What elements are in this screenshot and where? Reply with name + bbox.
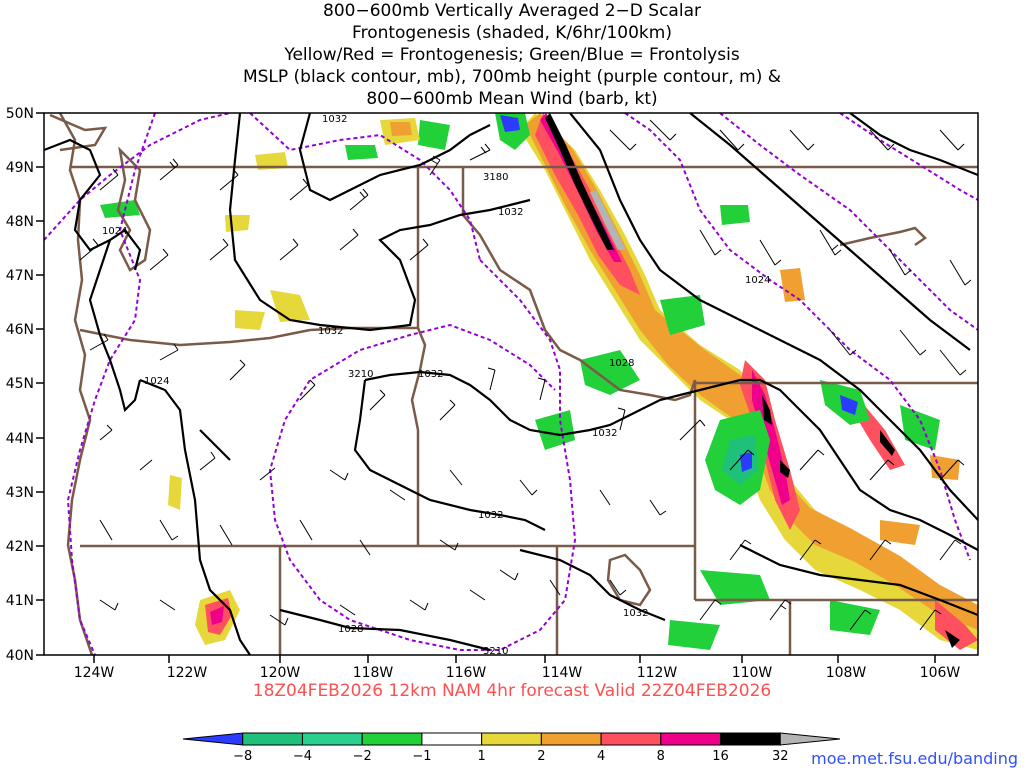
contour-label: 1032 <box>623 608 648 619</box>
contour-label: 1028 <box>338 624 363 635</box>
lat-label: 47N <box>6 268 34 284</box>
colorbar-label: 4 <box>597 749 605 764</box>
colorbar-swatch <box>779 732 841 746</box>
colorbar-swatch <box>720 732 781 746</box>
contour-label: 1028 <box>609 358 634 369</box>
lon-label: 110W <box>732 665 773 681</box>
contour-label: 3180 <box>483 172 508 183</box>
contour-label: 3210 <box>348 369 373 380</box>
lon-label: 112W <box>637 665 678 681</box>
source-url: moe.met.fsu.edu/banding <box>811 749 1018 768</box>
contour-label: 1032 <box>592 428 617 439</box>
title-block: 800−600mb Vertically Averaged 2−D Scalar… <box>243 1 781 109</box>
colorbar-swatch <box>421 732 483 746</box>
colorbar-label: 16 <box>712 749 729 764</box>
colorbar-label: −8 <box>233 749 252 764</box>
frontogenesis-shading <box>100 113 978 650</box>
axis-ticks <box>36 112 936 663</box>
lat-label: 46N <box>6 322 34 338</box>
contour-label: 1024 <box>144 376 169 387</box>
border-or-id <box>410 327 427 546</box>
colorbar-label: −4 <box>293 749 312 764</box>
contour-label: 1032 <box>478 510 503 521</box>
colorbar-label: 1 <box>477 749 485 764</box>
valid-time-label: 18Z04FEB2026 12km NAM 4hr forecast Valid… <box>253 681 771 701</box>
colorbar-swatch <box>182 732 244 746</box>
lat-label: 43N <box>6 485 34 501</box>
lon-label: 114W <box>542 665 583 681</box>
mslp-contours <box>44 113 978 655</box>
title-line-5: 800−600mb Mean Wind (barb, kt) <box>366 89 657 109</box>
lat-label: 44N <box>6 431 34 447</box>
map-panel: 1032 3180 1032 1024 1024 1032 3210 1032 … <box>6 106 979 681</box>
contour-label: 1032 <box>318 326 343 337</box>
colorbar: −8 −4 −2 −1 1 2 4 8 16 32 <box>182 732 841 764</box>
great-salt-lake <box>606 553 652 607</box>
contour-label: 1032 <box>322 114 347 125</box>
title-line-3: Yellow/Red = Frontogenesis; Green/Blue =… <box>283 45 740 65</box>
title-line-1: 800−600mb Vertically Averaged 2−D Scalar <box>323 1 701 21</box>
lat-label: 50N <box>6 106 34 122</box>
latitude-labels: 50N 49N 48N 47N 46N 45N 44N 43N 42N 41N … <box>6 106 34 664</box>
puget-sound <box>116 146 152 272</box>
colorbar-swatch <box>600 732 662 746</box>
lat-label: 45N <box>6 376 34 392</box>
lat-label: 40N <box>6 648 34 664</box>
lon-label: 118W <box>353 665 394 681</box>
colorbar-swatch <box>540 732 602 746</box>
lon-label: 116W <box>446 665 487 681</box>
height-contours <box>44 113 978 655</box>
lat-label: 42N <box>6 539 34 555</box>
title-line-2: Frontogenesis (shaded, K/6hr/100km) <box>352 23 672 43</box>
lat-label: 48N <box>6 214 34 230</box>
colorbar-swatch <box>660 732 722 746</box>
colorbar-swatch <box>361 732 423 746</box>
lon-label: 120W <box>260 665 301 681</box>
contour-labels: 1032 3180 1032 1024 1024 1032 3210 1032 … <box>102 114 770 657</box>
lon-label: 106W <box>920 665 961 681</box>
lon-label: 124W <box>74 665 115 681</box>
flathead-wiggle <box>839 226 927 247</box>
map-frame <box>43 112 979 656</box>
colorbar-label: 32 <box>772 749 789 764</box>
contour-label: 1032 <box>418 369 443 380</box>
colorbar-label: −2 <box>353 749 372 764</box>
contour-label: 1024 <box>102 226 127 237</box>
colorbar-swatch <box>481 732 542 746</box>
border-id-mt <box>461 167 697 402</box>
contour-label: 1032 <box>498 207 523 218</box>
lat-label: 49N <box>6 160 34 176</box>
lon-label: 122W <box>167 665 208 681</box>
longitude-labels: 124W 122W 120W 118W 116W 114W 112W 110W … <box>74 665 961 681</box>
colorbar-swatch <box>242 732 303 746</box>
colorbar-label: 2 <box>537 749 545 764</box>
colorbar-label: 8 <box>657 749 665 764</box>
contour-label: 3210 <box>483 646 508 657</box>
colorbar-label: −1 <box>412 749 431 764</box>
lat-label: 41N <box>6 593 34 609</box>
political-borders <box>49 113 978 655</box>
wind-barbs <box>79 119 972 631</box>
title-line-4: MSLP (black contour, mb), 700mb height (… <box>243 67 781 87</box>
lon-label: 108W <box>826 665 867 681</box>
contour-label: 1024 <box>745 275 770 286</box>
colorbar-swatch <box>301 732 363 746</box>
